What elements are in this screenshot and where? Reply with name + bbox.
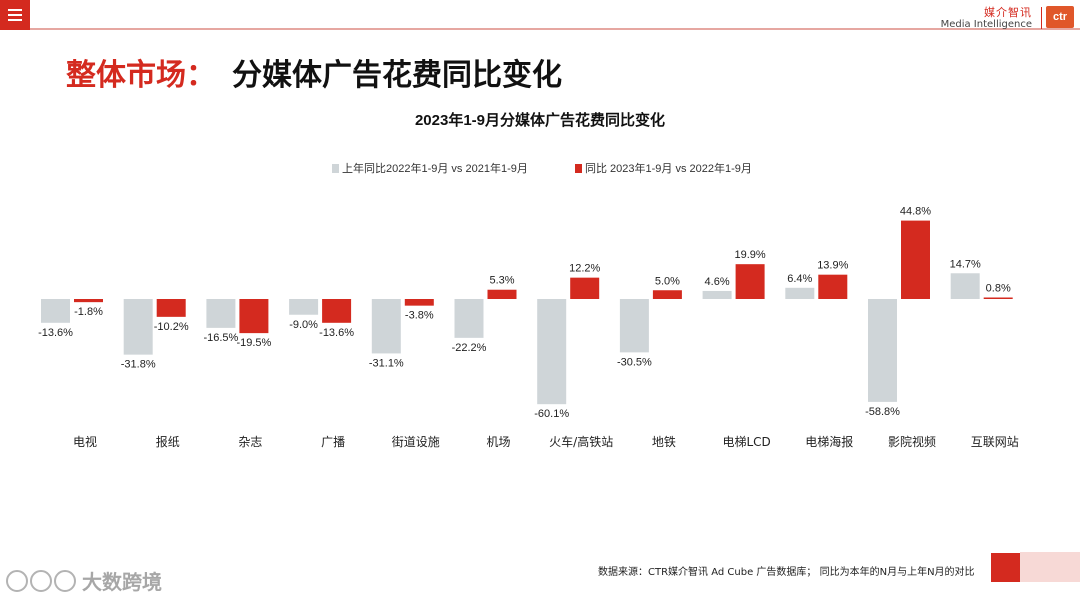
data-label: -9.0% [289,319,318,331]
category-label: 街道设施 [392,435,440,449]
watermark-circle-icon [6,569,28,592]
hamburger-menu-icon [8,9,22,11]
bar-prev [702,290,732,299]
category-label: 互联网站 [971,435,1019,449]
ctr-logo: ctr [1046,6,1074,28]
header-rule [30,28,1080,30]
bar-prev [41,299,70,323]
legend-label-2: 同比 2023年1-9月 vs 2022年1-9月 [585,161,752,175]
bar-curr [487,289,517,299]
bar-prev [868,299,897,402]
brand-block: 媒介智讯 Media Intelligence [941,7,1032,31]
data-source-note: 数据来源：CTR媒介智讯 Ad Cube 广告数据库； 同比为本年的N月与上年N… [598,567,975,578]
menu-button[interactable] [0,0,30,30]
category-label: 报纸 [156,434,180,449]
bar-prev [371,299,401,354]
data-label: -22.2% [452,342,487,354]
watermark-text: 大数跨境 [82,570,162,594]
watermark: 大数跨境 [6,566,162,595]
chart-title: 2023年1-9月分媒体广告花费同比变化 [415,111,665,129]
data-label: -13.6% [38,327,73,339]
data-label: -16.5% [203,332,238,344]
watermark-circle-icon [30,569,52,592]
bar-prev [289,299,319,315]
category-label: 地铁 [652,435,676,449]
bar-prev [454,299,484,338]
data-label: -31.1% [369,357,404,369]
bar-curr [74,299,103,303]
brand-name-cn: 媒介智讯 [984,6,1032,19]
page-title-prefix: 整体市场： [66,58,216,93]
legend-label-1: 上年同比2022年1-9月 vs 2021年1-9月 [342,161,528,175]
data-label: 44.8% [900,206,931,218]
data-label: 5.0% [655,275,680,287]
category-label: 火车/高铁站 [549,434,613,449]
bar-curr [322,299,352,323]
page-title-main: 分媒体广告花费同比变化 [232,58,562,93]
category-label: 杂志 [238,435,262,449]
category-label: 电梯海报 [805,434,853,449]
page-title: 整体市场： 分媒体广告花费同比变化 [66,50,562,94]
data-label: 6.4% [787,273,812,285]
hamburger-menu-icon-line [8,14,22,16]
data-label: 0.8% [986,283,1011,295]
bar-prev [950,273,980,299]
bar-prev [619,299,649,353]
data-label: -31.8% [121,359,156,371]
category-label: 电视 [73,434,97,449]
legend-swatch-2 [575,164,582,173]
bar-curr [901,220,930,299]
data-label: 12.2% [569,263,600,275]
data-label: 14.7% [950,258,981,270]
category-label: 机场 [486,435,510,449]
bar-curr [735,264,765,299]
bar-curr [818,274,848,299]
data-label: -10.2% [154,321,189,333]
bar-prev [537,299,567,405]
footer-decor-light [1020,552,1080,582]
bar-prev [206,299,236,328]
watermark-circle-icon [54,569,76,592]
bar-prev [123,299,153,355]
bar-curr [404,299,434,306]
data-label: -3.8% [405,310,434,322]
brand-divider [1041,7,1042,29]
data-label: 13.9% [817,260,848,272]
data-label: -1.8% [74,306,103,318]
legend-swatch-1 [332,164,339,173]
bar-prev [785,287,815,299]
data-label: -13.6% [319,327,354,339]
data-label: -60.1% [534,408,569,420]
brand-name-en: Media Intelligence [940,19,1032,30]
category-label: 电梯LCD [722,435,770,449]
category-label: 影院视频 [888,434,936,449]
category-label: 广播 [321,435,345,449]
data-label: 19.9% [734,249,765,261]
footer-decor-red [991,553,1020,582]
hamburger-menu-icon-line [8,19,22,21]
bar-curr [570,277,600,299]
data-label: 4.6% [705,276,730,288]
data-label: -58.8% [865,406,900,418]
bar-curr [239,299,269,334]
bar-curr [652,290,682,299]
data-label: -30.5% [617,356,652,368]
data-label: 5.3% [489,275,514,287]
bar-curr [983,297,1013,299]
bar-curr [156,299,186,317]
data-label: -19.5% [236,337,271,349]
